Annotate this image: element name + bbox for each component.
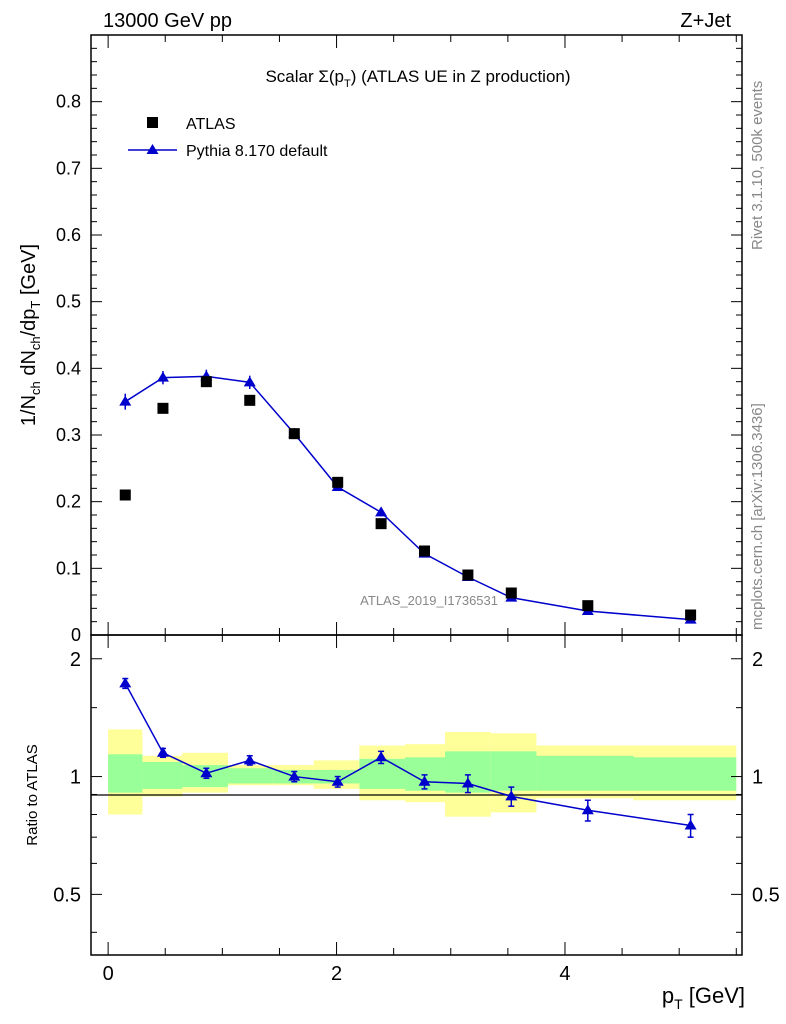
- atlas-point: [332, 476, 344, 488]
- y-tick-label: 0.3: [56, 425, 81, 445]
- ratio-band-green: [633, 757, 737, 791]
- pythia-line: [124, 375, 691, 621]
- main-ticks: 0 0.1 0.2 0.3 0.4 0.5 0.6 0.7 0.8: [56, 35, 742, 645]
- main-marks: [119, 369, 697, 624]
- ratio-band-green: [536, 755, 634, 791]
- ratio-y-tick-label: 2: [70, 649, 81, 671]
- y-tick-label: 0: [71, 625, 81, 645]
- ratio-panel: 0.5 0.5 1 1 2 2 0 2 4 Ratio to ATLAS pT [GeV]: [24, 634, 780, 1012]
- ratio-pythia-point: [581, 804, 594, 815]
- atlas-point: [244, 394, 256, 406]
- atlas-point: [582, 600, 594, 612]
- atlas-point: [200, 376, 212, 388]
- ratio-pythia-point: [461, 777, 474, 788]
- atlas-point: [462, 569, 474, 581]
- analysis-label: ATLAS_2019_I1736531: [360, 593, 498, 608]
- source-label: mcplots.cern.ch [arXiv:1306.3436]: [749, 403, 766, 630]
- legend: ATLAS Pythia 8.170 default: [128, 116, 328, 160]
- ratio-pythia-point: [200, 767, 213, 778]
- title-suffix: ) (ATLAS UE in Z production): [351, 67, 571, 86]
- rivet-label: Rivet 3.1.10, 500k events: [749, 81, 766, 250]
- ratio-band-green: [142, 761, 183, 789]
- x-tick-label: 0: [103, 963, 114, 985]
- ratio-ticks: 0.5 0.5 1 1 2 2 0 2 4: [53, 635, 780, 985]
- ratio-pythia-point: [375, 751, 388, 762]
- legend-pythia-label: Pythia 8.170 default: [186, 143, 328, 160]
- ratio-y-tick-label: 1: [70, 767, 81, 789]
- ratio-bands: [108, 729, 737, 817]
- ratio-band-green: [108, 754, 143, 793]
- y-tick-label: 0.6: [56, 225, 81, 245]
- energy-label: 13000 GeV pp: [103, 10, 232, 32]
- atlas-point: [505, 587, 517, 599]
- ratio-pythia-point: [119, 677, 132, 688]
- ratio-band-green: [228, 768, 274, 784]
- y-axis-label: 1/Nch dNch/dpT [GeV]: [18, 244, 43, 426]
- title-sub: T: [344, 78, 351, 90]
- x-tick-label: 2: [331, 963, 342, 985]
- atlas-point: [119, 489, 131, 501]
- atlas-point: [157, 402, 169, 414]
- pythia-point: [119, 395, 132, 406]
- legend-atlas-label: ATLAS: [186, 116, 236, 133]
- atlas-point: [685, 609, 697, 621]
- ratio-y-tick-label-right: 2: [752, 649, 763, 671]
- ratio-pythia-point: [418, 775, 431, 786]
- title-prefix: Scalar Σ(p: [265, 67, 344, 86]
- ratio-pythia-point: [243, 754, 256, 765]
- ratio-pythia-point: [684, 819, 697, 830]
- process-label: Z+Jet: [680, 10, 731, 32]
- atlas-point: [418, 545, 430, 557]
- ratio-pythia-point: [156, 746, 169, 757]
- ratio-band-green: [490, 751, 537, 791]
- ratio-pythia-point: [505, 790, 518, 801]
- main-panel: 0 0.1 0.2 0.3 0.4 0.5 0.6 0.7 0.8 Scalar Σ(pT) (…: [18, 34, 743, 645]
- pythia-point: [243, 376, 256, 387]
- chart-title: Scalar Σ(pT) (ATLAS UE in Z production): [265, 67, 570, 90]
- legend-atlas-marker: [147, 117, 158, 128]
- ratio-frame: [90, 634, 743, 956]
- ratio-pythia-point: [288, 770, 301, 781]
- ratio-y-tick-label-right: 0.5: [752, 884, 780, 906]
- pythia-point: [156, 371, 169, 382]
- ratio-y-tick-label-right: 1: [752, 767, 763, 789]
- ratio-y-tick-label: 0.5: [53, 884, 81, 906]
- ratio-pythia-point: [331, 775, 344, 786]
- ratio-pythia-line: [124, 683, 691, 827]
- legend-pythia-marker: [146, 144, 159, 154]
- y-tick-label: 0.7: [56, 158, 81, 178]
- x-tick-label: 4: [559, 963, 570, 985]
- y-tick-label: 0.5: [56, 292, 81, 312]
- y-tick-label: 0.1: [56, 558, 81, 578]
- y-tick-label: 0.4: [56, 358, 81, 378]
- ratio-marks: [119, 677, 697, 838]
- y-tick-label: 0.8: [56, 92, 81, 112]
- x-axis-label: pT [GeV]: [662, 983, 745, 1012]
- y-tick-label: 0.2: [56, 492, 81, 512]
- atlas-point: [375, 518, 387, 530]
- ratio-y-label: Ratio to ATLAS: [24, 744, 41, 845]
- atlas-point: [288, 428, 300, 440]
- pythia-point: [375, 506, 388, 517]
